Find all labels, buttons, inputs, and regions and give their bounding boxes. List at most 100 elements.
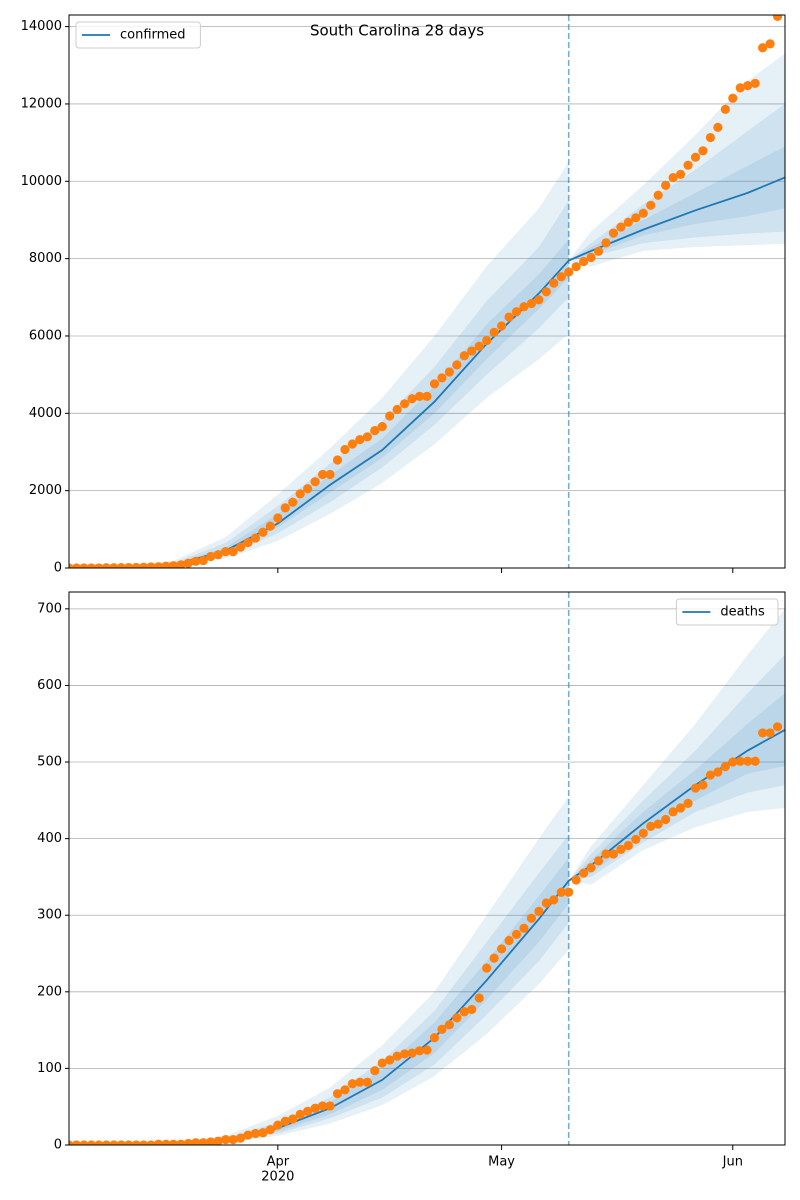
observed-point — [631, 213, 641, 223]
observed-point — [735, 756, 745, 766]
observed-point — [332, 1089, 343, 1099]
observed-point — [646, 821, 656, 831]
observed-point — [161, 561, 171, 568]
observed-point — [743, 81, 753, 91]
observed-point — [541, 898, 551, 908]
observed-point — [616, 844, 626, 854]
y-tick-label: 400 — [37, 831, 62, 846]
uncertainty-band — [568, 103, 785, 261]
y-tick-label: 4000 — [29, 406, 62, 421]
observed-point — [429, 379, 440, 389]
x-tick-label: Apr — [267, 1155, 290, 1170]
uncertainty-band — [69, 161, 569, 568]
y-tick-label: 100 — [37, 1061, 62, 1076]
observed-point — [86, 1140, 96, 1145]
observed-point — [571, 875, 581, 885]
observed-point — [638, 208, 648, 218]
panel: 0 2000 4000 6000 8000 10000 12000 14000 South Ca… — [21, 14, 786, 576]
y-tick-label: 500 — [37, 755, 62, 770]
uncertainty-band — [568, 146, 785, 261]
observed-point — [370, 426, 380, 436]
observed-point — [675, 803, 686, 813]
observed-point — [422, 1045, 432, 1055]
uncertainty-band — [568, 608, 785, 885]
observed-point — [511, 307, 522, 317]
observed-point — [370, 1066, 380, 1076]
observed-point — [183, 1138, 193, 1145]
observed-point — [459, 1007, 469, 1017]
observed-point — [250, 533, 261, 543]
observed-point — [94, 1140, 104, 1145]
observed-point — [549, 278, 559, 288]
observed-point — [690, 152, 701, 162]
observed-point — [303, 1106, 313, 1116]
observed-point — [437, 373, 447, 383]
observed-point — [489, 953, 499, 963]
observed-point — [138, 562, 149, 568]
observed-point — [758, 43, 768, 53]
observed-point — [109, 563, 119, 568]
observed-point — [288, 497, 298, 507]
observed-point — [728, 93, 738, 103]
observed-point — [601, 238, 611, 248]
observed-point — [79, 563, 89, 568]
observed-point — [385, 411, 395, 421]
observed-point — [131, 1140, 141, 1145]
plot-area — [69, 592, 785, 1145]
observed-point — [243, 537, 253, 548]
axes-frame — [68, 14, 786, 569]
observed-point — [116, 1140, 126, 1145]
y-tick-label: 700 — [37, 601, 62, 616]
observed-point — [467, 1004, 477, 1015]
observed-point — [258, 527, 268, 537]
observed-point — [526, 913, 537, 923]
observed-point — [340, 444, 350, 455]
y-tick-label: 10000 — [21, 174, 62, 189]
observed-point — [705, 770, 716, 780]
observed-point — [556, 887, 566, 897]
x-tick-label: Jun — [722, 1155, 743, 1170]
observed-point — [698, 146, 708, 156]
observed-point — [467, 346, 477, 356]
observed-point — [429, 1033, 440, 1043]
observed-point — [206, 551, 216, 562]
observed-point — [362, 432, 372, 442]
observed-point — [146, 562, 156, 568]
observed-point — [273, 1120, 283, 1130]
observed-point — [564, 267, 574, 277]
observed-point — [414, 1046, 425, 1056]
observed-point — [71, 563, 82, 568]
observed-point — [168, 1139, 179, 1145]
plot-area — [69, 15, 785, 568]
observed-point — [474, 993, 484, 1003]
observed-point — [377, 1058, 387, 1068]
observed-point — [191, 1138, 201, 1145]
observed-point — [153, 562, 164, 568]
observed-point — [735, 83, 745, 93]
observed-point — [310, 1103, 320, 1113]
observed-point — [720, 104, 730, 114]
observed-point — [407, 394, 417, 404]
observed-point — [489, 327, 499, 337]
observed-point — [310, 477, 320, 487]
observed-point — [400, 1049, 410, 1059]
observed-point — [452, 1013, 462, 1023]
observed-point — [541, 287, 551, 297]
y-tick-label: 0 — [54, 1138, 62, 1153]
observed-point — [772, 15, 783, 21]
observed-point — [452, 360, 462, 370]
uncertainty-band — [568, 654, 785, 881]
observed-point — [101, 563, 111, 568]
observed-point — [124, 563, 134, 568]
observed-point — [564, 887, 574, 897]
observed-point — [750, 78, 760, 89]
uncertainty-band — [69, 857, 569, 1145]
observed-point — [71, 1140, 82, 1145]
observed-point — [534, 906, 544, 916]
observed-point — [482, 335, 492, 346]
observed-point — [362, 1077, 372, 1087]
observed-point — [131, 562, 141, 568]
observed-point — [280, 1116, 290, 1126]
y-tick-label: 12000 — [21, 96, 62, 111]
